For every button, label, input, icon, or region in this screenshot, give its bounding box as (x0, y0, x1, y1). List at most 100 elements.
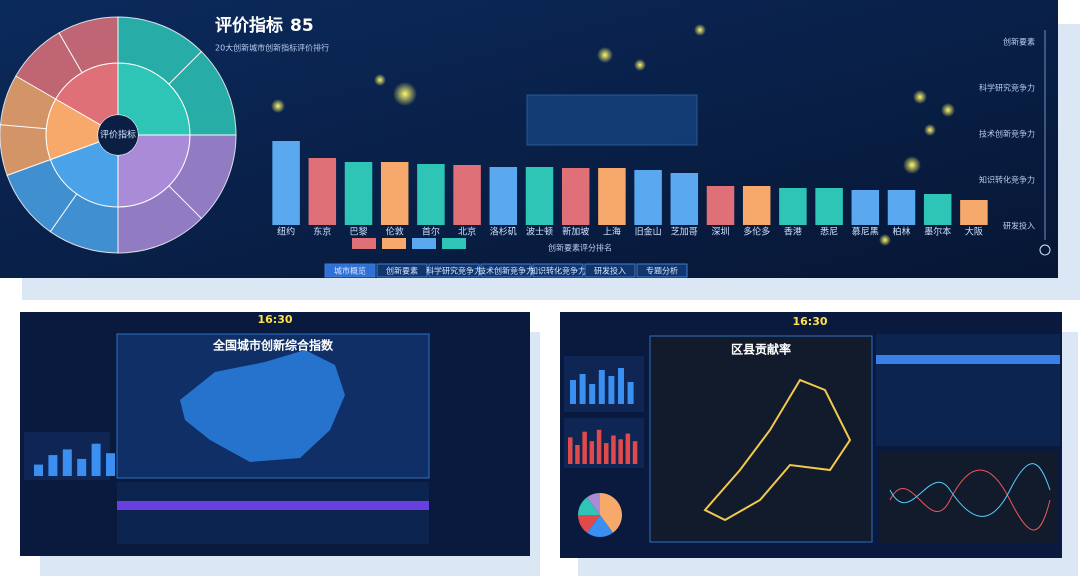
mini-bar (77, 458, 87, 476)
side-menu-item[interactable]: 技术创新竞争力 (979, 129, 1035, 139)
x-tick-label: 新加坡 (562, 226, 589, 238)
side-menu-item[interactable]: 研发投入 (1003, 221, 1035, 231)
bar (851, 190, 880, 225)
pie-slice (578, 515, 600, 533)
mini-bar (48, 455, 58, 476)
tab[interactable] (584, 263, 636, 278)
pie-slice (600, 493, 623, 533)
bar (344, 162, 373, 225)
tab[interactable] (376, 263, 428, 278)
mini-bar (625, 433, 631, 464)
mini-bar (106, 453, 115, 476)
bar (887, 190, 916, 225)
bar (742, 186, 771, 225)
table-highlight (117, 501, 429, 510)
wheel-sector (58, 16, 119, 74)
left-table (117, 482, 429, 544)
subtitle: 20大创新城市创新指标评价排行 (215, 43, 329, 53)
map-title: 全国城市创新综合指数 (212, 338, 334, 353)
x-tick-label: 伦敦 (386, 226, 404, 238)
mini-bar (91, 443, 101, 476)
x-tick-label: 巴黎 (349, 226, 367, 238)
china-map (180, 350, 345, 462)
bar (634, 170, 662, 225)
x-tick-label: 香港 (784, 226, 802, 238)
bar (272, 141, 300, 225)
wave (889, 463, 1051, 517)
bar (815, 188, 843, 225)
mini-bar (582, 431, 587, 464)
mini-bar (618, 439, 623, 464)
tab[interactable] (480, 263, 532, 278)
x-tick-label: 波士顿 (526, 226, 553, 238)
x-tick-label: 慕尼黑 (852, 226, 879, 238)
tab[interactable] (324, 263, 376, 278)
mini-bar (627, 382, 634, 404)
tab[interactable] (636, 263, 688, 278)
mini-bar (611, 435, 616, 464)
map-glows (271, 24, 955, 246)
pie-slice (578, 497, 600, 515)
tab-label: 研发投入 (594, 266, 626, 276)
score: 85 (290, 16, 314, 36)
x-tick-label: 深圳 (711, 227, 729, 238)
mini-bar (568, 437, 573, 464)
side-menu-item[interactable]: 科学研究竞争力 (979, 83, 1035, 93)
mini-bar (598, 370, 605, 404)
mini-bar (608, 376, 615, 404)
bar (561, 168, 590, 225)
x-tick-label: 柏林 (892, 226, 910, 238)
bar (380, 162, 409, 225)
x-tick-label: 东京 (313, 226, 331, 238)
legend (352, 238, 466, 249)
mini-bar (62, 449, 72, 476)
tab-label: 科学研究竞争力 (426, 266, 482, 276)
tab-label: 知识转化竞争力 (530, 266, 586, 276)
mini-bar (632, 441, 638, 464)
mini-bar (589, 384, 596, 404)
mini-bar (589, 441, 595, 464)
x-tick-label: 上海 (603, 226, 621, 238)
mini-bar (575, 445, 580, 464)
title: 评价指标 (215, 15, 283, 36)
time: 16:30 (792, 315, 827, 328)
district-map (703, 378, 852, 522)
time: 16:30 (257, 313, 292, 326)
bar (960, 200, 988, 225)
side-menu-item[interactable]: 创新要素 (1003, 37, 1035, 47)
tab-label: 专题分析 (646, 266, 678, 276)
wheel-center (98, 115, 138, 155)
table-highlight (876, 355, 1060, 364)
x-tick-label: 墨尔本 (924, 226, 951, 238)
x-tick-label: 北京 (458, 226, 476, 238)
info-box (526, 94, 698, 146)
wave-chart (880, 452, 1058, 544)
x-tick-label: 大阪 (965, 226, 983, 238)
tab[interactable] (428, 263, 480, 278)
tab-label: 创新要素 (386, 266, 418, 276)
mini-bar (34, 464, 43, 476)
x-tick-label: 多伦多 (743, 226, 770, 238)
tab-label: 技术创新竞争力 (478, 266, 534, 276)
bar (706, 186, 735, 225)
x-tick-label: 旧金山 (635, 226, 662, 238)
side-button[interactable] (1039, 244, 1051, 256)
x-tick-label: 芝加哥 (671, 226, 698, 238)
wave (889, 469, 1051, 531)
map-title: 区县贡献率 (731, 342, 791, 357)
bar (417, 164, 445, 225)
side-menu-item[interactable]: 知识转化竞争力 (979, 175, 1035, 185)
x-tick-label: 悉尼 (820, 226, 838, 238)
x-tick-label: 首尔 (422, 226, 440, 238)
bar (670, 173, 699, 225)
pie-slice (587, 493, 600, 515)
wheel-label: 评价指标 (100, 129, 136, 141)
axis-title: 创新要素评分排名 (548, 243, 612, 253)
bar (453, 165, 481, 225)
tab-label: 城市概览 (334, 266, 366, 276)
bar (308, 158, 337, 225)
tab[interactable] (532, 263, 584, 278)
mini-bar (579, 374, 586, 404)
bar (779, 188, 807, 225)
